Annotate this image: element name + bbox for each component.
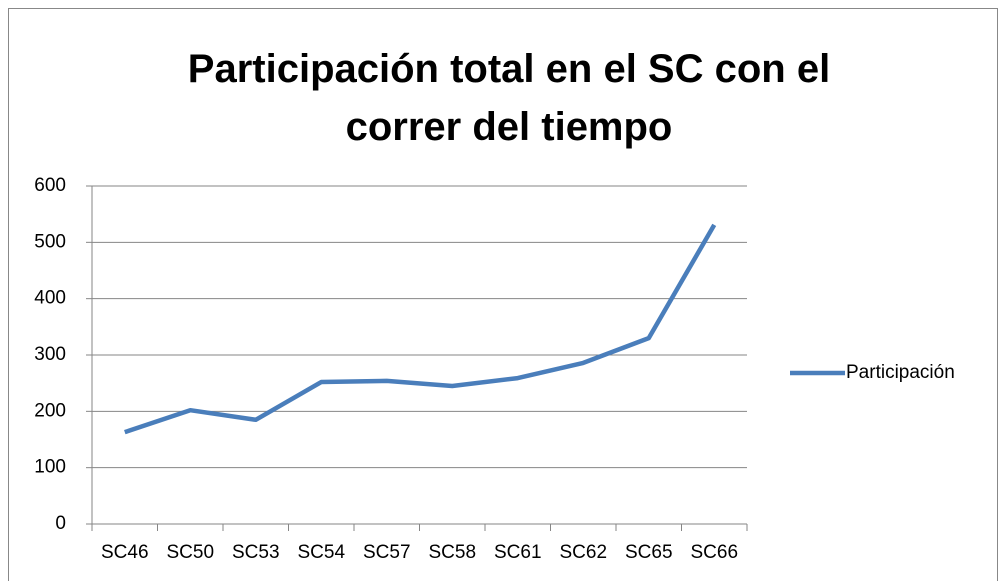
y-tick-label: 500 xyxy=(34,231,66,252)
x-tick-label: SC50 xyxy=(166,542,214,563)
x-tick-label: SC66 xyxy=(690,542,738,563)
legend-label: Participación xyxy=(846,362,955,383)
y-tick-label: 100 xyxy=(34,457,66,478)
x-tick-label: SC53 xyxy=(232,542,280,563)
x-tick-label: SC65 xyxy=(625,542,673,563)
x-tick-label: SC54 xyxy=(297,542,345,563)
y-tick-label: 200 xyxy=(34,400,66,421)
data-line xyxy=(124,223,717,435)
x-tick-label: SC61 xyxy=(494,542,542,563)
x-tick-label: SC46 xyxy=(101,542,149,563)
x-tick-label: SC57 xyxy=(363,542,411,563)
x-tick-label: SC62 xyxy=(559,542,607,563)
chart-border xyxy=(8,8,998,581)
y-tick-label: 0 xyxy=(55,513,66,534)
y-tick-label: 600 xyxy=(34,175,66,196)
y-tick-label: 300 xyxy=(34,344,66,365)
y-tick-label: 400 xyxy=(34,288,66,309)
x-tick-label: SC58 xyxy=(428,542,476,563)
chart-title: Participación total en el SC con el corr… xyxy=(187,47,831,149)
